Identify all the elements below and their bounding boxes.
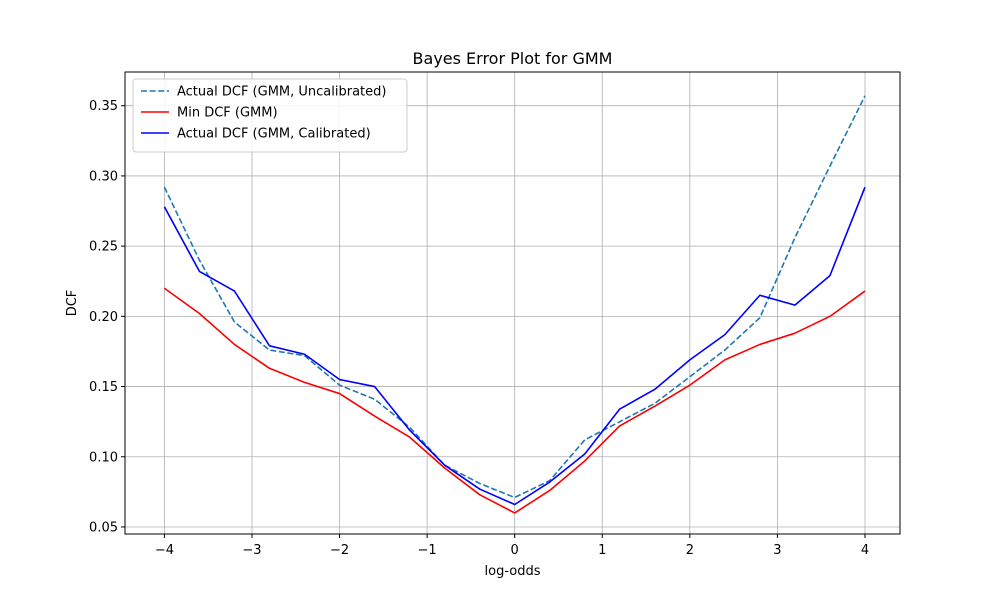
- series-line-1: [163, 287, 866, 514]
- y-tick-label: 0.35: [89, 99, 118, 114]
- x-tick-label: 0: [511, 543, 519, 558]
- y-axis-label: DCF: [65, 290, 80, 317]
- axis-ticks: −4 −3 −2 −1 0 1 2 3 4 0.05 0.10 0.15 0.20 0.25 0.30 0.3…: [89, 99, 869, 558]
- x-tick-label: 1: [598, 543, 606, 558]
- legend-label-1: Min DCF (GMM): [177, 106, 278, 121]
- legend-label-0: Actual DCF (GMM, Uncalibrated): [177, 85, 386, 100]
- x-tick-label: 3: [773, 543, 781, 558]
- chart-title: Bayes Error Plot for GMM: [413, 49, 613, 68]
- plot-area-frame: [124, 71, 901, 535]
- y-tick-label: 0.20: [89, 310, 118, 325]
- x-tick-label: 2: [686, 543, 694, 558]
- legend-label-2: Actual DCF (GMM, Calibrated): [177, 127, 371, 142]
- y-tick-label: 0.10: [89, 450, 118, 465]
- legend: Actual DCF (GMM, Uncalibrated) Min DCF (G…: [132, 78, 408, 153]
- y-tick-label: 0.30: [89, 169, 118, 184]
- series-line-0: [163, 95, 866, 499]
- series-line-2: [163, 186, 866, 506]
- y-tick-label: 0.15: [89, 380, 118, 395]
- y-tick-label: 0.25: [89, 240, 118, 255]
- x-axis-label: log-odds: [485, 564, 541, 579]
- legend-box: [132, 78, 408, 153]
- x-tick-label: −3: [242, 543, 261, 558]
- x-tick-label: −4: [155, 543, 174, 558]
- x-tick-label: 4: [861, 543, 869, 558]
- y-tick-label: 0.05: [89, 520, 118, 535]
- x-tick-label: −1: [418, 543, 437, 558]
- x-tick-label: −2: [330, 543, 349, 558]
- series-lines: [163, 95, 866, 514]
